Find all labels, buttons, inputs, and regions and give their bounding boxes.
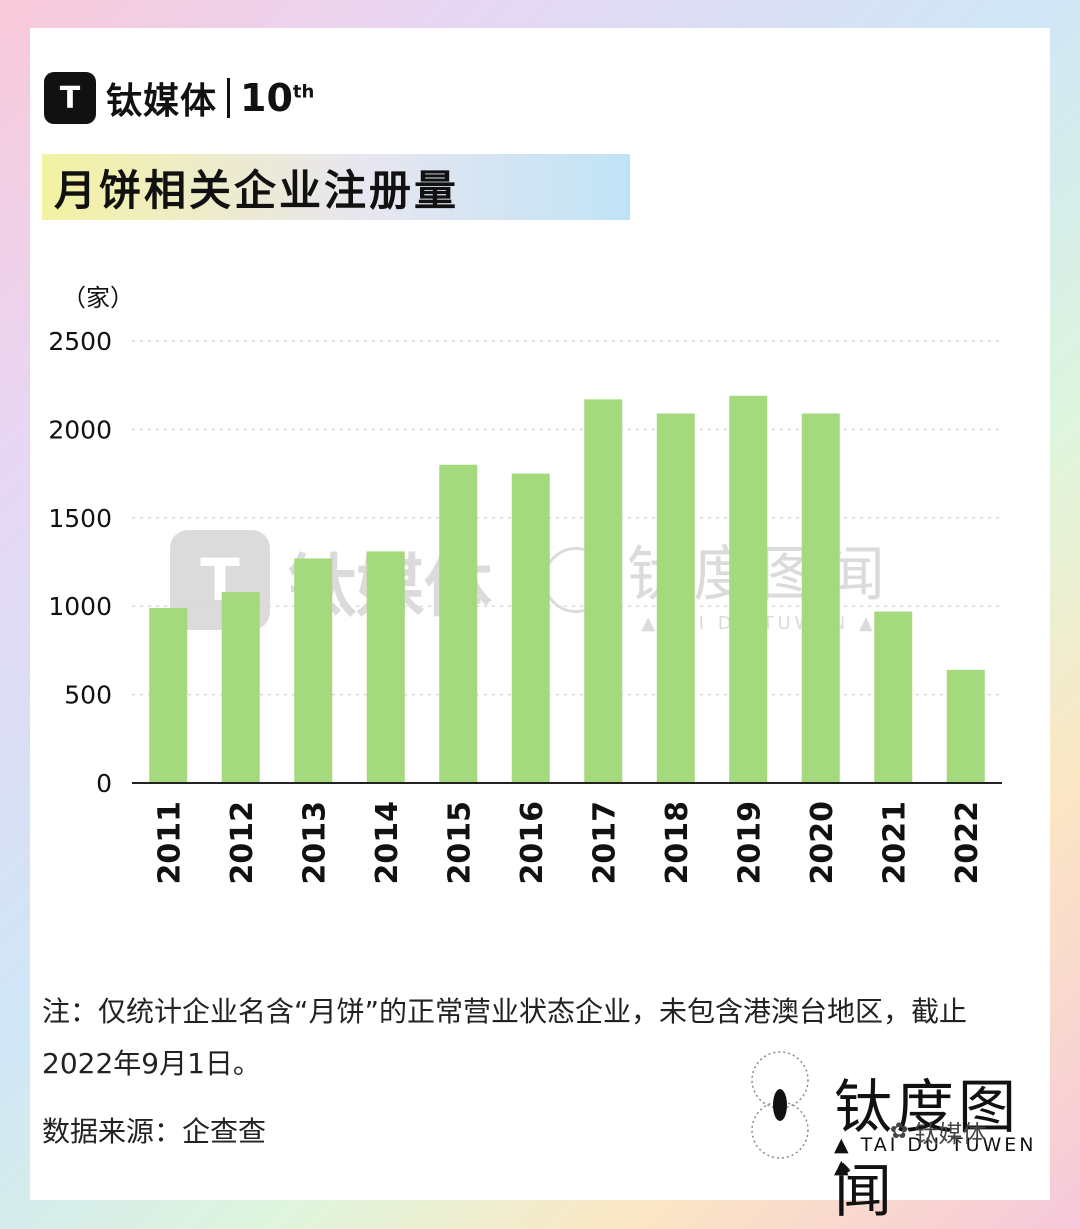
wechat-icon: ✿: [890, 1119, 909, 1144]
x-tick-label: 2020: [805, 801, 840, 885]
bar: [149, 607, 188, 783]
eye-logo-icon: [751, 1051, 809, 1159]
bar: [874, 611, 913, 783]
bar: [656, 413, 695, 783]
brand-divider: [227, 78, 231, 118]
data-source: 数据来源：企查查: [42, 1115, 267, 1148]
bar: [439, 464, 478, 783]
y-tick-label: 500: [64, 681, 112, 710]
chart-title: 月饼相关企业注册量: [54, 165, 460, 215]
bar: [801, 413, 840, 783]
x-tick-label: 2021: [877, 801, 912, 885]
wechat-label: 钛媒体: [914, 1120, 987, 1148]
brand-name: 钛媒体: [106, 81, 218, 122]
x-tick-label: 2013: [297, 801, 332, 885]
anniversary-number: 10: [240, 76, 293, 120]
y-tick-label: 0: [96, 769, 112, 798]
footer-logo-en: ▲ TAI DU TUWEN ▲: [834, 1134, 1037, 1178]
x-tick-label: 2018: [660, 801, 695, 885]
y-tick-label: 2500: [48, 327, 112, 356]
x-tick-label: 2014: [370, 801, 405, 885]
tmtpost-logo-icon: T: [44, 72, 96, 124]
bar: [946, 669, 985, 783]
brand-anniversary: 10th: [240, 76, 314, 120]
wechat-attribution: ✿ 钛媒体: [890, 1114, 986, 1149]
bar-chart: 0 500 1000 1500 2000 2500 2011 2012 2013 2014 2015…: [48, 327, 1002, 885]
title-banner: 月饼相关企业注册量: [42, 154, 630, 220]
bar: [511, 473, 550, 783]
y-axis-unit: （家）: [62, 284, 134, 312]
x-tick-label: 2017: [587, 801, 622, 885]
x-tick-label: 2019: [732, 801, 767, 885]
bar: [584, 399, 623, 783]
footnote: 注：仅统计企业名含“月饼”的正常营业状态企业，未包含港澳台地区，截止2022年9…: [42, 995, 968, 1080]
anniversary-suffix: th: [292, 81, 315, 103]
x-tick-label: 2015: [442, 801, 477, 885]
bar: [729, 395, 768, 783]
bar: [366, 551, 405, 783]
brand-header: T 钛媒体 10th: [44, 72, 314, 124]
footer-logo: 钛度图闻 ▲ TAI DU TUWEN ▲: [738, 1050, 1048, 1225]
x-tick-label: 2022: [950, 801, 985, 885]
y-tick-label: 1500: [48, 504, 112, 533]
x-tick-label: 2011: [152, 801, 187, 885]
x-tick-label: 2012: [225, 801, 260, 885]
y-tick-label: 1000: [48, 592, 112, 621]
infographic-card: T 钛媒体 10th 月饼相关企业注册量 （家） T 钛媒体 钛度图闻 ▲ TA…: [30, 28, 1050, 1225]
x-tick-label: 2016: [515, 801, 550, 885]
bar: [294, 558, 333, 783]
bar: [221, 592, 260, 783]
footer-logo-cn: 钛度图闻: [834, 1073, 1021, 1225]
y-tick-label: 2000: [48, 415, 112, 444]
